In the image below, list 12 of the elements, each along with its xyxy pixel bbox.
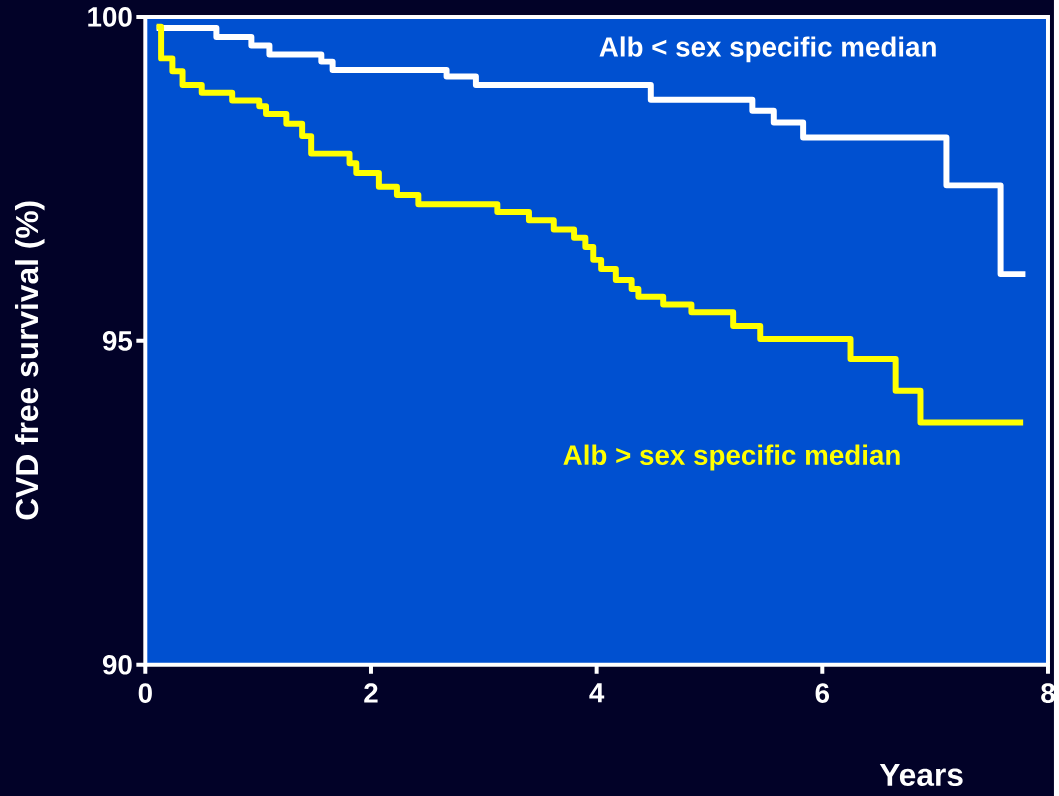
series-label: Alb > sex specific median (563, 444, 900, 471)
x-tick-label: 4 (589, 683, 605, 703)
x-tick-label: 2 (364, 683, 378, 703)
x-axis-title: Years (879, 763, 963, 786)
x-tick-label: 8 (1041, 683, 1055, 703)
y-tick-label: 95 (102, 330, 133, 351)
y-tick-label: 90 (102, 654, 132, 675)
x-tick-label: 0 (138, 683, 152, 703)
y-tick-label: 100 (88, 7, 132, 27)
y-axis-title: CVD free survival (%) (14, 201, 45, 520)
series-label: Alb < sex specific median (599, 36, 936, 63)
x-tick-label: 6 (815, 683, 830, 703)
